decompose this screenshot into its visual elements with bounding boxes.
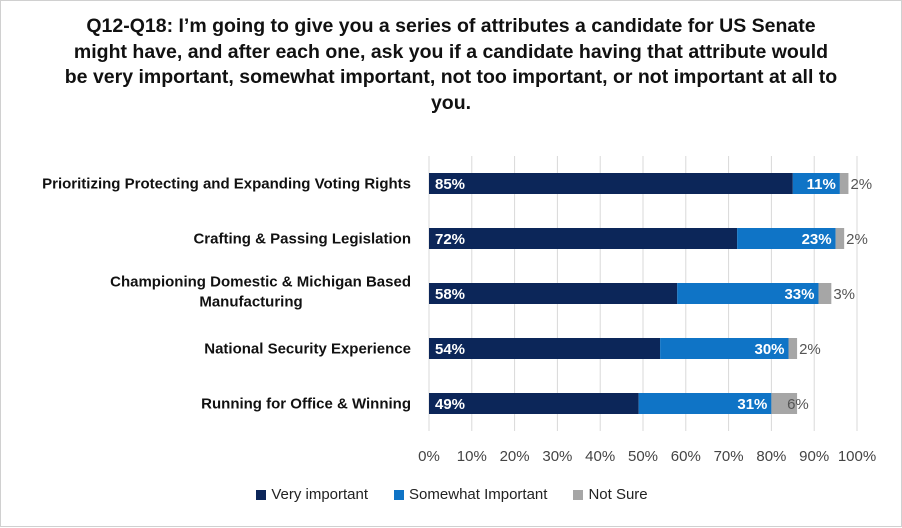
legend-item-not-sure: Not Sure: [573, 486, 648, 503]
bar-segment: [429, 228, 738, 249]
bar-segment: [429, 283, 678, 304]
legend-swatch-not-sure: [573, 489, 584, 500]
data-label: 49%: [435, 396, 465, 413]
x-tick-label: 100%: [838, 448, 876, 465]
legend-label-not-sure: Not Sure: [588, 486, 648, 503]
x-tick-label: 80%: [756, 448, 786, 465]
legend-item-somewhat: Somewhat Important: [394, 486, 547, 503]
data-label: 31%: [737, 396, 767, 413]
data-label: 3%: [833, 286, 855, 303]
category-label: Running for Office & Winning: [201, 396, 411, 413]
bar-segment: [737, 228, 836, 249]
legend-label-somewhat: Somewhat Important: [409, 486, 548, 503]
x-tick-label: 0%: [418, 448, 440, 465]
legend-label-very: Very important: [271, 486, 369, 503]
bar-segment: [429, 173, 793, 194]
x-tick-label: 50%: [628, 448, 658, 465]
bar-segment: [835, 228, 845, 249]
x-tick-label: 70%: [714, 448, 744, 465]
category-label: Prioritizing Protecting and Expanding Vo…: [42, 176, 411, 193]
data-label: 30%: [754, 341, 784, 358]
data-label: 33%: [784, 286, 814, 303]
bar-segment: [818, 283, 832, 304]
bar-segment: [638, 393, 772, 414]
data-label: 2%: [799, 341, 821, 358]
x-tick-label: 60%: [671, 448, 701, 465]
x-tick-label: 40%: [585, 448, 615, 465]
bar-segment: [677, 283, 819, 304]
legend-swatch-somewhat: [394, 489, 405, 500]
bar-segment: [771, 393, 798, 414]
chart-title: Q12-Q18: I’m going to give you a series …: [64, 15, 838, 114]
x-tick-label: 10%: [457, 448, 487, 465]
legend-swatch-very: [256, 489, 267, 500]
x-tick-label: 90%: [799, 448, 829, 465]
data-label: 54%: [435, 341, 465, 358]
bar-segment: [429, 393, 639, 414]
bar-segment: [429, 338, 661, 359]
category-label: Manufacturing: [199, 294, 302, 311]
category-label: National Security Experience: [204, 341, 411, 358]
data-label: 58%: [435, 286, 465, 303]
legend-item-very: Very important: [256, 486, 368, 503]
data-label: 2%: [850, 176, 872, 193]
data-label: 11%: [807, 176, 836, 193]
data-label: 85%: [435, 176, 465, 193]
bar-segment: [839, 173, 849, 194]
bar-segment: [660, 338, 789, 359]
x-tick-label: 20%: [500, 448, 530, 465]
legend: Very important Somewhat Important Not Su…: [1, 486, 902, 503]
data-label: 6%: [787, 396, 809, 413]
data-label: 72%: [435, 231, 465, 248]
category-label: Crafting & Passing Legislation: [193, 231, 411, 248]
x-tick-label: 30%: [542, 448, 572, 465]
data-label: 23%: [802, 231, 832, 248]
bar-segment: [792, 173, 840, 194]
bar-segment: [788, 338, 798, 359]
category-label: Championing Domestic & Michigan Based: [110, 274, 411, 291]
data-label: 2%: [846, 231, 868, 248]
